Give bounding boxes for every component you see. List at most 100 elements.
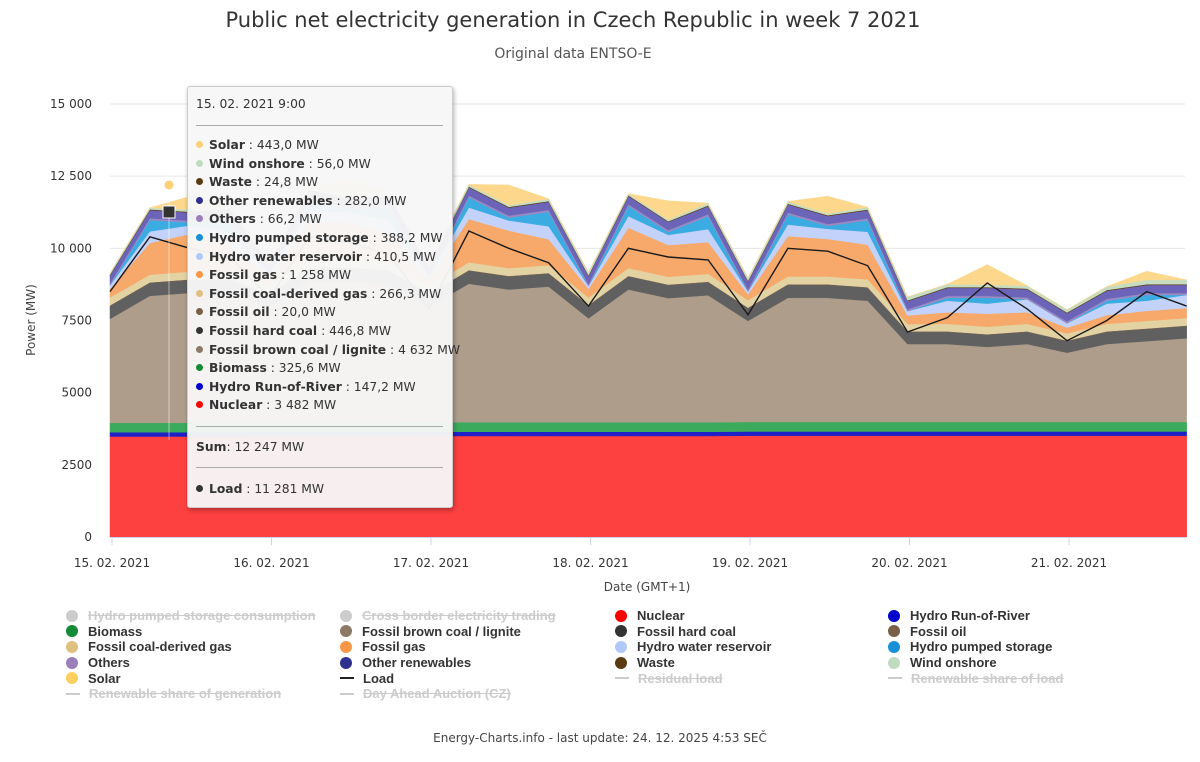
legend-item-fossil-coal-derived-gas[interactable]: Fossil coal-derived gas: [66, 639, 340, 655]
x-tick-label: 20. 02. 2021: [871, 556, 947, 570]
tooltip-row: Fossil coal-derived gas : 266,3 MW: [196, 287, 441, 301]
legend-item-biomass[interactable]: Biomass: [66, 624, 340, 640]
legend-item-solar[interactable]: Solar: [66, 670, 340, 686]
legend-item-renewable-share-of-load[interactable]: Renewable share of load: [888, 670, 1178, 686]
tooltip-series-value: 66,2 MW: [267, 212, 322, 227]
tooltip-series-value: 20,0 MW: [281, 305, 336, 320]
legend-label: Residual load: [638, 670, 723, 686]
legend-label: Cross border electricity trading: [362, 608, 556, 624]
legend-label: Fossil coal-derived gas: [88, 639, 232, 655]
legend-item-fossil-brown-coal-lignite[interactable]: Fossil brown coal / lignite: [340, 624, 615, 640]
y-tick-label: 12 500: [50, 169, 92, 183]
legend-label: Fossil oil: [910, 623, 967, 639]
series-dot-icon: [196, 345, 203, 353]
y-axis-title: Power (MW): [24, 284, 38, 356]
y-tick-label: 15 000: [50, 97, 92, 111]
tooltip-series-name: Fossil brown coal / lignite: [209, 342, 387, 357]
legend-item-hydro-run-of-river[interactable]: Hydro Run-of-River: [888, 608, 1178, 624]
tooltip-divider: [196, 426, 443, 427]
y-tick-label: 10 000: [50, 241, 92, 255]
legend-label: Waste: [637, 655, 675, 671]
legend-dot-icon: [340, 625, 352, 638]
x-axis-title: Date (GMT+1): [604, 580, 691, 594]
y-tick-label: 7500: [61, 314, 92, 328]
legend-dot-icon: [615, 625, 627, 638]
y-tick-label: 5000: [61, 386, 92, 400]
legend-dot-icon: [66, 609, 78, 622]
tooltip-series-name: Other renewables: [209, 193, 333, 208]
legend-label: Hydro pumped storage consumption: [88, 608, 316, 624]
legend-item-fossil-gas[interactable]: Fossil gas: [340, 639, 615, 655]
x-tick-label: 16. 02. 2021: [233, 556, 309, 570]
legend-dot-icon: [340, 609, 352, 622]
legend-item-renewable-share-of-generation[interactable]: Renewable share of generation: [66, 686, 340, 702]
legend-item-other-renewables[interactable]: Other renewables: [340, 655, 615, 671]
tooltip-series-name: Biomass: [209, 361, 267, 376]
legend-dot-icon: [615, 656, 627, 669]
tooltip-series-name: Solar: [209, 138, 245, 152]
series-dot-icon: [196, 485, 203, 492]
legend-dot-icon: [66, 625, 78, 638]
chart-subtitle: Original data ENTSO-E: [494, 46, 652, 62]
legend-label: Day Ahead Auction (CZ): [363, 686, 511, 702]
legend-label: Solar: [88, 670, 121, 686]
tooltip-sum: Sum: 12 247 MW: [196, 440, 305, 454]
series-dot-icon: [196, 327, 203, 334]
legend: Hydro pumped storage consumption Cross bo…: [66, 608, 1196, 702]
tooltip-series-name: Fossil hard coal: [209, 324, 318, 338]
tooltip-series-value: 56,0 MW: [316, 156, 371, 171]
legend-item-day-ahead-auction-cz-[interactable]: Day Ahead Auction (CZ): [340, 686, 615, 702]
legend-dot-icon: [66, 656, 78, 669]
legend-item-others[interactable]: Others: [66, 655, 340, 671]
legend-item-load[interactable]: Load: [340, 670, 615, 686]
legend-label: Load: [363, 670, 395, 686]
legend-label: Renewable share of load: [911, 670, 1064, 686]
legend-item-fossil-oil[interactable]: Fossil oil: [888, 624, 1178, 640]
legend-item-waste[interactable]: Waste: [615, 655, 888, 671]
chart-title: Public net electricity generation in Cze…: [225, 8, 921, 32]
legend-dot-icon: [615, 609, 627, 622]
tooltip-row: Waste : 24,8 MW: [196, 175, 318, 189]
tooltip-series-name: Fossil gas: [209, 268, 278, 283]
legend-item-nuclear[interactable]: Nuclear: [615, 608, 888, 624]
legend-item-cross-border-electricity-trading[interactable]: Cross border electricity trading: [340, 608, 615, 624]
tooltip-row: Biomass : 325,6 MW: [196, 361, 341, 375]
series-dot-icon: [196, 401, 203, 409]
series-dot-icon: [196, 178, 203, 186]
legend-item-hydro-water-reservoir[interactable]: Hydro water reservoir: [615, 639, 888, 655]
legend-label: Renewable share of generation: [89, 686, 282, 702]
tooltip-series-value: 325,6 MW: [278, 361, 341, 376]
area-solar: [109, 178, 1187, 310]
tooltip: 15. 02. 2021 9:00 Solar : 443,0 MW Wind o…: [187, 86, 460, 508]
legend-label: Biomass: [88, 623, 143, 639]
legend-line-icon: [615, 677, 629, 680]
legend-dot-icon: [340, 656, 352, 669]
tooltip-row: Wind onshore : 56,0 MW: [196, 157, 371, 171]
legend-item-fossil-hard-coal[interactable]: Fossil hard coal: [615, 624, 888, 640]
y-tick-label: 2500: [61, 458, 92, 472]
tooltip-load-row: Load : 11 281 MW: [196, 482, 324, 496]
footer-credit: Energy-Charts.info - last update: 24. 12…: [433, 731, 767, 745]
tooltip-header: 15. 02. 2021 9:00: [196, 97, 306, 111]
series-dot-icon: [196, 141, 203, 148]
legend-item-residual-load[interactable]: Residual load: [615, 670, 888, 686]
tooltip-series-value: 388,2 MW: [380, 231, 443, 245]
tooltip-series-name: Fossil oil: [209, 305, 270, 320]
legend-label: Fossil gas: [362, 639, 426, 655]
tooltip-sum-value: 12 247 MW: [234, 440, 305, 454]
tooltip-series-name: Nuclear: [209, 398, 263, 413]
legend-dot-icon: [66, 672, 78, 685]
tooltip-series-value: 1 258 MW: [289, 268, 351, 283]
series-dot-icon: [196, 196, 203, 204]
legend-item-hydro-pumped-storage-consumption[interactable]: Hydro pumped storage consumption: [66, 608, 340, 624]
tooltip-series-value: 24,8 MW: [263, 175, 318, 190]
tooltip-series-name: Fossil coal-derived gas: [209, 286, 368, 301]
tooltip-series-value: 3 482 MW: [274, 398, 337, 413]
tooltip-series-value: 446,8 MW: [329, 324, 392, 338]
series-dot-icon: [196, 271, 203, 279]
legend-item-wind-onshore[interactable]: Wind onshore: [888, 655, 1178, 671]
series-dot-icon: [196, 308, 203, 316]
series-dot-icon: [196, 382, 203, 390]
legend-item-hydro-pumped-storage[interactable]: Hydro pumped storage: [888, 639, 1178, 655]
